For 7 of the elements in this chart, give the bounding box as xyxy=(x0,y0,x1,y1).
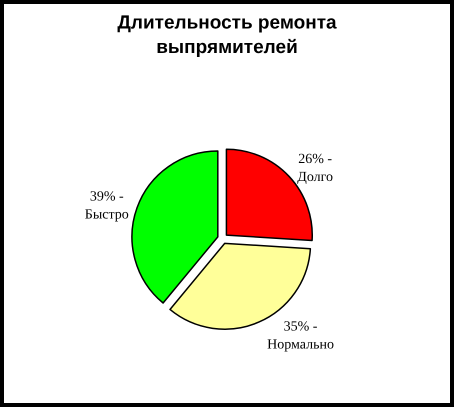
slice-label: Быстро xyxy=(84,207,129,222)
slice-label: Долго xyxy=(297,170,334,186)
data-label: 26% - xyxy=(298,152,332,167)
data-label: 39% - xyxy=(90,189,124,204)
slice-label: Нормально xyxy=(267,338,334,353)
data-label: 35% - xyxy=(284,320,318,334)
chart-title: Длительность ремонта выпрямителей xyxy=(117,12,338,58)
